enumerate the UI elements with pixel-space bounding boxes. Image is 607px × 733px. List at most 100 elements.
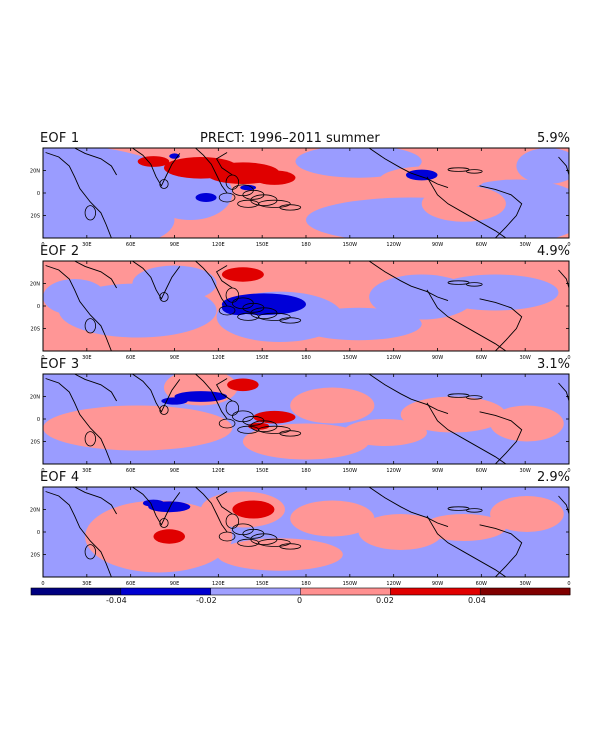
figure-title: PRECT: 1996–2011 summer — [200, 131, 380, 146]
anomaly-region — [216, 538, 343, 571]
lon-tick-label: 30E — [82, 355, 92, 361]
island-outline — [279, 543, 302, 550]
lon-tick-label: 120E — [212, 468, 225, 474]
coastline — [426, 515, 507, 577]
lon-tick-label: 60E — [126, 468, 136, 474]
colorbar-label-4: 0.02 — [376, 596, 394, 605]
panel-1-variance: 5.9% — [536, 131, 570, 146]
lat-tick-label: 0 — [37, 530, 40, 536]
coastline — [45, 378, 112, 464]
coastline — [479, 185, 523, 238]
colorbar-label-3: 0 — [297, 596, 303, 605]
lon-tick-label: 150E — [256, 468, 269, 474]
coastline — [426, 176, 507, 238]
lat-tick-label: 20N — [30, 395, 40, 401]
island-outline — [84, 544, 96, 560]
colorbar — [30, 587, 571, 596]
anomaly-region — [295, 307, 422, 341]
lon-tick-label: 0 — [41, 355, 44, 361]
lon-tick-label: 120W — [386, 468, 401, 474]
colorbar-label-1: -0.04 — [106, 596, 127, 605]
eof-map-panel-3: 20N 0 20S 0 30E 60E 90E 120E 150E 180 150W 120W 90W 6… — [30, 373, 571, 474]
lon-tick-label: 120W — [386, 355, 401, 361]
coastline — [426, 289, 507, 351]
panel-3-variance: 3.1% — [536, 357, 570, 372]
anomaly-region — [232, 500, 275, 519]
coastline — [215, 265, 233, 289]
lon-tick-label: 180 — [301, 355, 311, 361]
lon-tick-label: 180 — [301, 468, 311, 474]
anomaly-region — [490, 496, 564, 532]
lon-tick-label: 60E — [126, 355, 136, 361]
island-outline — [258, 425, 291, 434]
lon-tick-label: 60E — [126, 581, 136, 587]
anomaly-region — [43, 405, 233, 451]
coastline — [45, 265, 112, 351]
island-outline — [258, 538, 291, 547]
island-outline — [159, 179, 169, 189]
anomaly-region — [174, 391, 228, 402]
coastline — [195, 261, 228, 307]
lon-tick-label: 0 — [41, 468, 44, 474]
coastline — [195, 487, 228, 533]
island-outline — [466, 508, 483, 513]
island-outline — [218, 531, 236, 542]
lon-tick-label: 30W — [520, 242, 531, 248]
lon-tick-label: 30W — [520, 581, 531, 587]
anomaly-region — [132, 265, 217, 302]
coastline — [479, 524, 523, 577]
lon-tick-label: 60W — [476, 468, 487, 474]
coastline — [74, 374, 117, 402]
coastline — [74, 148, 117, 176]
eof-map-panel-4: 20N 0 20S 0 30E 60E 90E 120E 150E 180 150W 120W 90W 6… — [30, 486, 571, 587]
lon-tick-label: 120E — [212, 581, 225, 587]
lon-tick-label: 0 — [41, 242, 44, 248]
anomaly-region — [421, 514, 506, 541]
island-outline — [218, 305, 236, 316]
lon-tick-label: 90E — [170, 581, 180, 587]
island-outline — [84, 205, 96, 221]
panel-1-label: EOF 1 — [40, 131, 80, 146]
anomaly-region — [432, 274, 559, 311]
coastline — [74, 487, 117, 515]
island-outline — [159, 405, 169, 415]
coastline — [368, 374, 449, 415]
lon-tick-label: 0 — [567, 468, 570, 474]
lat-tick-label: 20N — [30, 282, 40, 288]
anomaly-region — [358, 514, 443, 550]
lon-tick-label: 150W — [343, 242, 358, 248]
lon-tick-label: 0 — [567, 355, 570, 361]
lon-tick-label: 150E — [256, 355, 269, 361]
anomaly-region — [290, 387, 375, 424]
island-outline — [159, 292, 169, 302]
anomaly-region — [290, 500, 375, 537]
lat-tick-label: 0 — [37, 304, 40, 310]
lon-tick-label: 60W — [476, 242, 487, 248]
lon-tick-label: 90W — [432, 468, 443, 474]
lon-tick-label: 150E — [256, 581, 269, 587]
panel-3-label: EOF 3 — [40, 357, 80, 372]
eof-map-panel-1: 20N 0 20S 0 30E 60E 90E 120E 150E 180 150W 120W 90W 6… — [30, 147, 571, 248]
coastline — [558, 495, 569, 515]
island-outline — [466, 395, 483, 400]
island-outline — [279, 317, 302, 324]
lon-tick-label: 120W — [386, 581, 401, 587]
anomaly-region — [148, 166, 233, 220]
colorbar-label-2: -0.02 — [196, 596, 217, 605]
anomaly-region — [242, 423, 370, 460]
anomaly-region — [342, 419, 427, 446]
lat-tick-label: 20S — [30, 214, 40, 220]
panel-2-label: EOF 2 — [40, 244, 80, 259]
coastline — [368, 261, 449, 302]
lon-tick-label: 30E — [82, 581, 92, 587]
island-outline — [279, 430, 302, 437]
lon-tick-label: 150W — [343, 468, 358, 474]
lon-tick-label: 60W — [476, 581, 487, 587]
coastline — [426, 402, 507, 464]
lon-tick-label: 120W — [386, 242, 401, 248]
lon-tick-label: 30W — [520, 468, 531, 474]
coastline — [368, 487, 449, 528]
lon-tick-label: 30E — [82, 242, 92, 248]
anomaly-region — [400, 396, 506, 433]
island-outline — [159, 518, 169, 528]
